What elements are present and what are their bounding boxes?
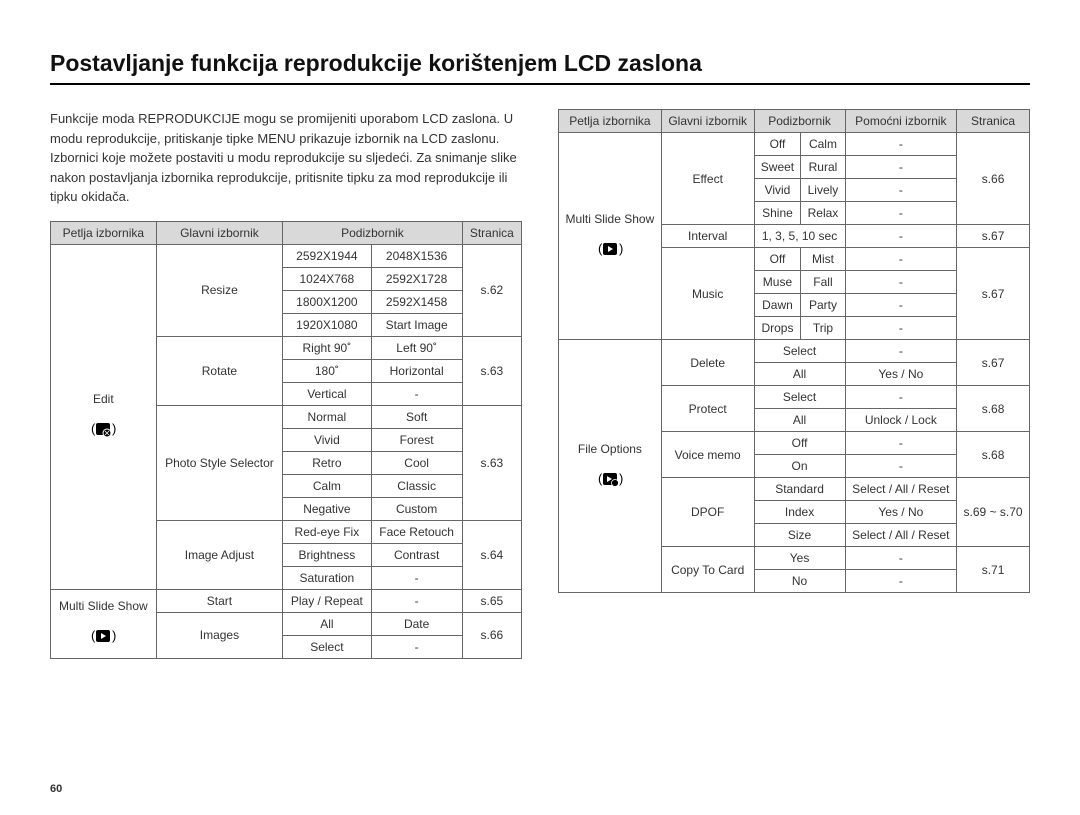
th2-loop: Petlja izbornika bbox=[559, 110, 662, 133]
main-images: Images bbox=[156, 612, 283, 658]
main-protect: Protect bbox=[661, 386, 754, 432]
svg-text:): ) bbox=[112, 421, 116, 436]
columns: Funkcije moda REPRODUKCIJE mogu se promi… bbox=[50, 109, 1030, 659]
right-table: Petlja izbornika Glavni izbornik Podizbo… bbox=[558, 109, 1030, 593]
svg-text:(: ( bbox=[598, 241, 603, 256]
svg-text:): ) bbox=[112, 628, 116, 643]
page-title: Postavljanje funkcija reprodukcije koriš… bbox=[50, 50, 1030, 85]
loop-mss: Multi Slide Show ( ) bbox=[51, 589, 157, 658]
th2-aux: Pomoćni izbornik bbox=[845, 110, 957, 133]
main-effect: Effect bbox=[661, 133, 754, 225]
th2-main: Glavni izbornik bbox=[661, 110, 754, 133]
intro-text: Funkcije moda REPRODUKCIJE mogu se promi… bbox=[50, 109, 522, 207]
svg-text:(: ( bbox=[91, 628, 96, 643]
main-rotate: Rotate bbox=[156, 336, 283, 405]
svg-text:(: ( bbox=[91, 421, 96, 436]
right-column: Petlja izbornika Glavni izbornik Podizbo… bbox=[558, 109, 1030, 659]
file-options-icon: ( ) bbox=[596, 470, 624, 491]
svg-text:): ) bbox=[619, 241, 623, 256]
loop-file: File Options ( ) bbox=[559, 340, 662, 593]
page-number: 60 bbox=[50, 783, 62, 795]
main-interval: Interval bbox=[661, 225, 754, 248]
left-table: Petlja izbornika Glavni izbornik Podizbo… bbox=[50, 221, 522, 659]
loop-edit: Edit ( ) bbox=[51, 244, 157, 589]
slideshow-icon: ( ) bbox=[89, 627, 117, 648]
th-page: Stranica bbox=[462, 221, 521, 244]
main-start: Start bbox=[156, 589, 283, 612]
main-image-adjust: Image Adjust bbox=[156, 520, 283, 589]
main-photo-style: Photo Style Selector bbox=[156, 405, 283, 520]
page-root: Postavljanje funkcija reprodukcije koriš… bbox=[0, 0, 1080, 679]
left-column: Funkcije moda REPRODUKCIJE mogu se promi… bbox=[50, 109, 522, 659]
loop-mss2: Multi Slide Show ( ) bbox=[559, 133, 662, 340]
th-loop: Petlja izbornika bbox=[51, 221, 157, 244]
main-dpof: DPOF bbox=[661, 478, 754, 547]
svg-text:): ) bbox=[619, 471, 623, 486]
slideshow-icon-2: ( ) bbox=[596, 240, 624, 261]
svg-text:(: ( bbox=[598, 471, 603, 486]
main-voice: Voice memo bbox=[661, 432, 754, 478]
th-sub: Podizbornik bbox=[283, 221, 463, 244]
th2-sub: Podizbornik bbox=[754, 110, 845, 133]
main-delete: Delete bbox=[661, 340, 754, 386]
main-resize: Resize bbox=[156, 244, 283, 336]
th-main: Glavni izbornik bbox=[156, 221, 283, 244]
main-copy: Copy To Card bbox=[661, 547, 754, 593]
th2-page: Stranica bbox=[957, 110, 1030, 133]
edit-icon: ( ) bbox=[89, 420, 117, 441]
main-music: Music bbox=[661, 248, 754, 340]
